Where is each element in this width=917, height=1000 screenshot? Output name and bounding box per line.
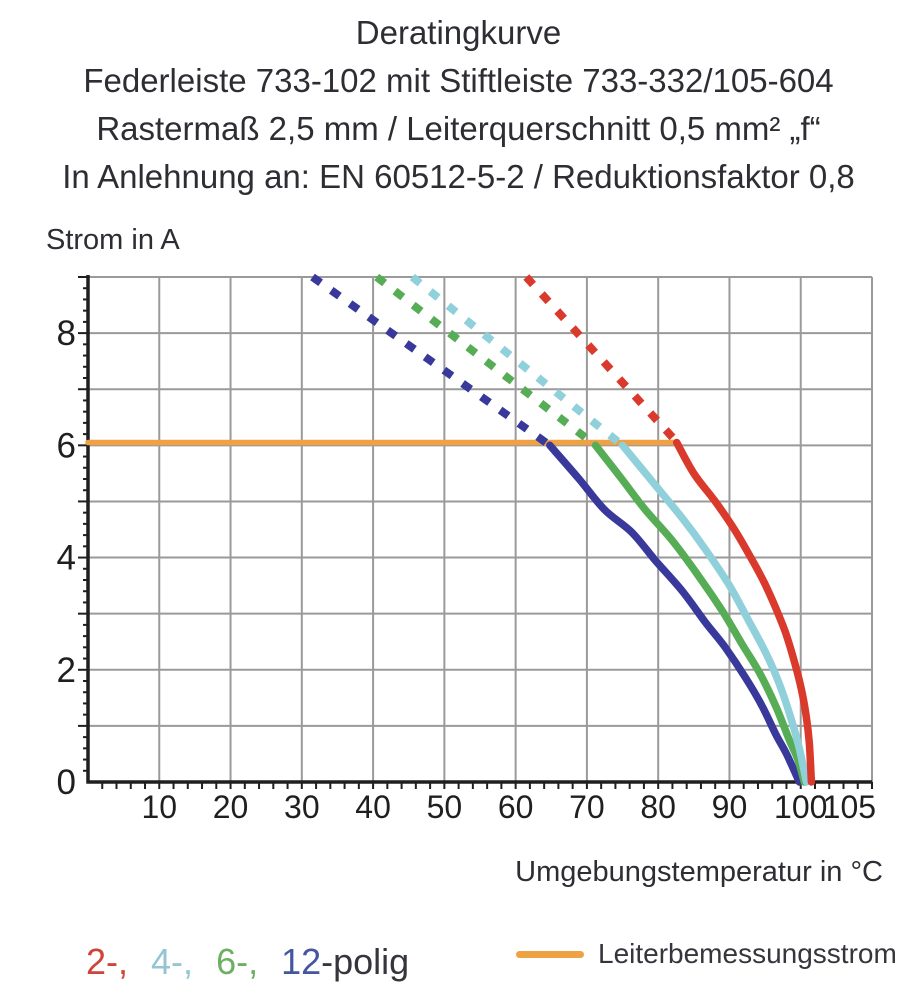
series-lines — [85, 273, 816, 786]
series-4-polig — [618, 441, 811, 786]
x-tick-label: 40 — [355, 789, 391, 825]
x-tick-label: 105 — [823, 789, 876, 825]
y-tick-label: 8 — [57, 314, 76, 353]
y-axis-title: Strom in A — [46, 224, 180, 256]
series-12-polig-gestrichelt — [310, 273, 553, 449]
y-tick-label: 0 — [57, 763, 76, 802]
legend-rated-current-label: Leiterbemessungsstrom — [598, 938, 897, 969]
axes — [86, 275, 872, 784]
x-tick-label: 90 — [712, 789, 748, 825]
series-2-polig — [672, 438, 816, 786]
legend-item-12: 12 — [281, 941, 322, 982]
gridlines — [88, 276, 873, 782]
x-tick-label: 80 — [640, 789, 676, 825]
chart-title: Deratingkurve — [355, 14, 562, 51]
legend-rated-current: Leiterbemessungsstrom — [516, 938, 897, 970]
legend-item-6-polig: 6-, — [216, 941, 259, 982]
series-12-polig — [546, 441, 804, 786]
x-tick-label: 20 — [213, 789, 249, 825]
chart-title-block: Deratingkurve Federleiste 733-102 mit St… — [0, 9, 917, 201]
y-tick-label: 2 — [57, 651, 76, 690]
series-2-polig-gestrichelt — [523, 274, 678, 443]
legend-item-4-polig: 4-, — [151, 941, 194, 982]
x-tick-label: 100 — [774, 789, 827, 825]
legend-item-polig-suffix: -polig — [321, 941, 410, 982]
x-tick-label: 60 — [498, 789, 534, 825]
x-tick-label: 30 — [284, 789, 320, 825]
legend-item-2-polig: 2-, — [86, 941, 129, 982]
legend-pole-counts: 2-, 4-, 6-, 12-polig — [86, 941, 409, 983]
series-6-polig — [591, 441, 809, 786]
series-6-polig-gestrichelt — [374, 273, 598, 449]
x-tick-label: 10 — [141, 789, 177, 825]
chart-subtitle-3: In Anlehnung an: EN 60512-5-2 / Reduktio… — [62, 158, 855, 195]
x-axis-title: Umgebungstemperatur in °C — [515, 856, 883, 888]
y-tick-label: 6 — [57, 426, 76, 465]
chart-subtitle-1: Federleiste 733-102 mit Stiftleiste 733-… — [83, 62, 834, 99]
x-tick-label: 70 — [569, 789, 605, 825]
orange-line-swatch — [516, 950, 584, 958]
chart-subtitle-2: Rastermaß 2,5 mm / Leiterquerschnitt 0,5… — [96, 110, 821, 147]
x-tick-label: 50 — [427, 789, 463, 825]
y-tick-label: 4 — [57, 539, 76, 578]
